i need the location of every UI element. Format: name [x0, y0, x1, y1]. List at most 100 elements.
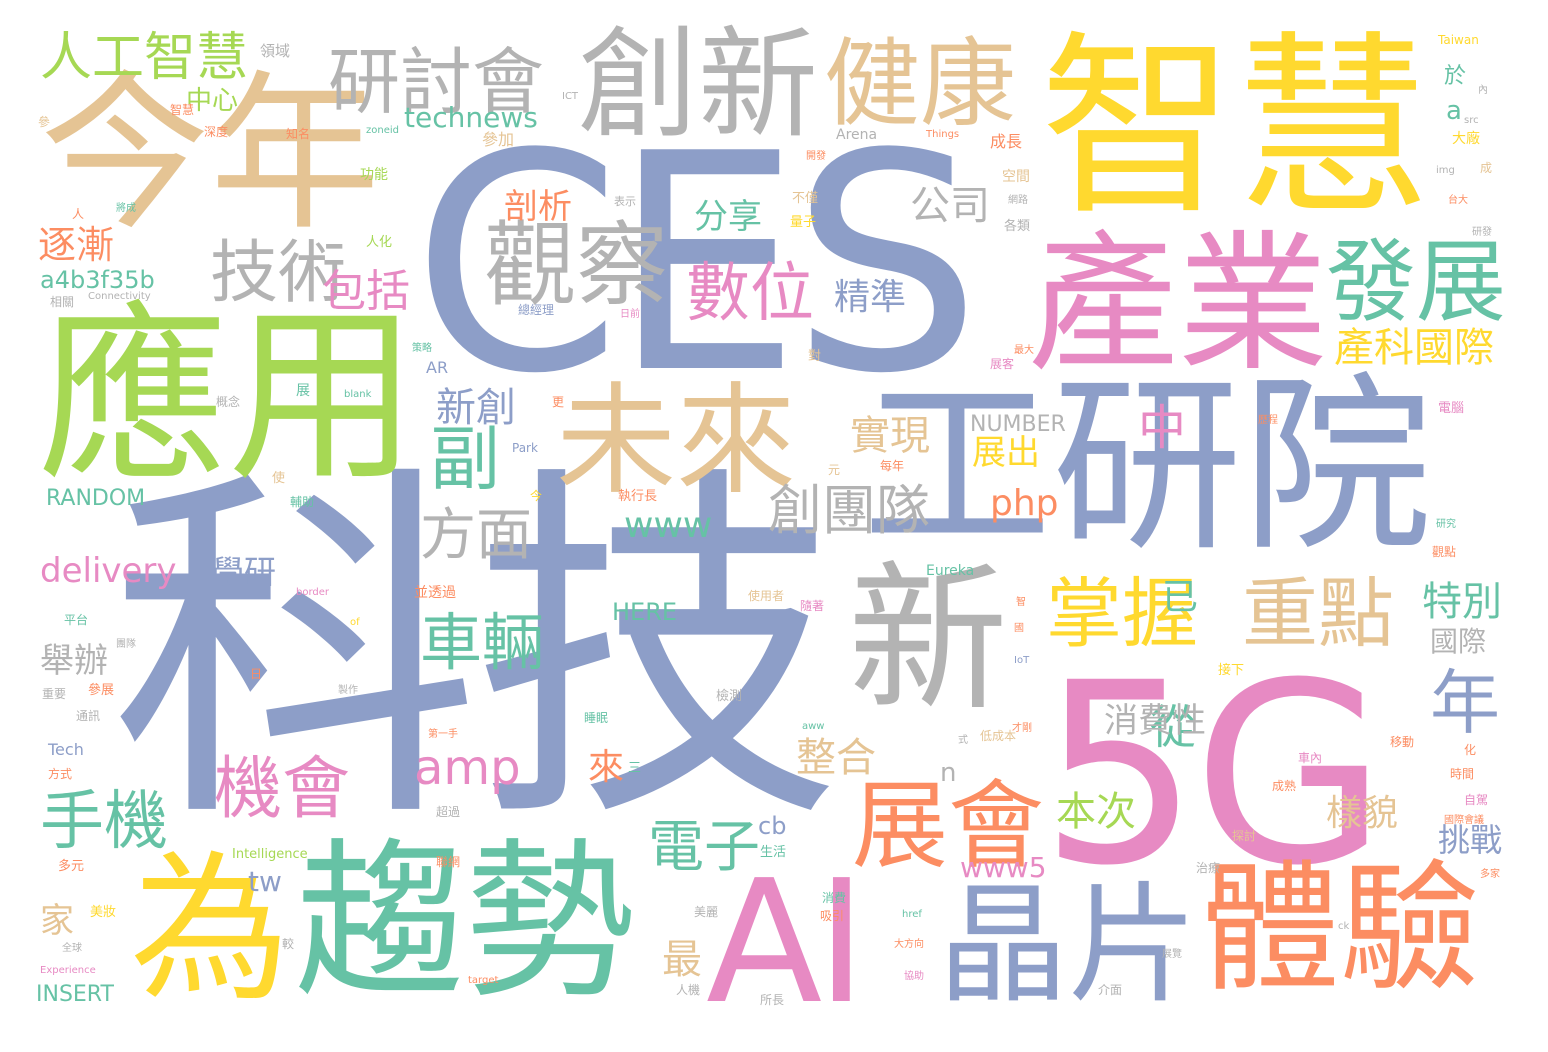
word-zuida: 最大 [1014, 345, 1034, 356]
word-jiangcheng: 將成 [116, 203, 136, 214]
word-wei: 為 [130, 836, 291, 1023]
word-guoji: 國際 [1430, 625, 1487, 658]
word-shenghuo: 生活 [760, 845, 787, 860]
word-chankeguoji: 產科國際 [1334, 325, 1494, 371]
word-benci: 本次 [1056, 789, 1136, 835]
word-cb: cb [758, 812, 787, 840]
word-zijia: 自駕 [1464, 793, 1489, 807]
word-taiwan: Taiwan [1438, 33, 1479, 47]
word-zhihui-small: 智慧 [170, 103, 195, 117]
word-zhanlan: 展覽 [1162, 949, 1182, 960]
word-yi: 已 [1162, 577, 1199, 618]
word-chuangxin: 創新 [578, 16, 818, 155]
word-zhanhui: 展會 [852, 770, 1044, 882]
word-licheng: 歷程 [1258, 415, 1278, 426]
word-biaoshi: 表示 [614, 195, 636, 208]
word-5g: 5G [1040, 629, 1387, 920]
word-zhenghe: 整合 [796, 735, 876, 781]
word-a: a [1446, 96, 1462, 126]
word-jin: 今 [530, 489, 543, 503]
word-zhanchu: 展出 [972, 433, 1040, 473]
word-yingyong: 應用 [38, 286, 419, 507]
word-nian: 年 [1430, 662, 1500, 744]
word-taida: 台大 [1448, 195, 1468, 206]
word-guojihuiyi: 國際會議 [1444, 815, 1484, 826]
word-yangmao: 樣貌 [1326, 793, 1399, 834]
word-dichengben: 低成本 [980, 729, 1017, 743]
word-fangshi: 方式 [48, 767, 73, 781]
word-zhongdian: 重點 [1242, 569, 1394, 658]
word-jiemian: 介面 [1098, 983, 1123, 997]
word-tantao: 探討 [1232, 829, 1257, 843]
word-shixian: 實現 [850, 413, 930, 459]
word-lai: 來 [588, 747, 625, 788]
word-cheng: 成 [1480, 161, 1493, 175]
word-n: n [940, 758, 957, 788]
word-zhangwo: 掌握 [1046, 569, 1198, 658]
word-keji: 科技 [110, 438, 842, 868]
word-zhixingzhang: 執行長 [618, 489, 658, 504]
word-delivery: delivery [40, 551, 177, 591]
word-nei: 內 [1478, 85, 1488, 96]
word-riqian: 日前 [620, 309, 640, 320]
word-liangzi: 量子 [790, 215, 817, 230]
word-celue: 策略 [412, 343, 432, 354]
word-yidong: 移動 [1390, 735, 1415, 749]
word-jiance: 檢測 [716, 689, 743, 704]
word-zhizuo: 製作 [338, 685, 358, 696]
word-wanglu: 網路 [1008, 195, 1028, 206]
word-bingtouguo: 並透過 [414, 585, 456, 601]
word-fuzhu: 輔助 [290, 495, 315, 509]
word-quanqiu: 全球 [62, 943, 82, 954]
word-tw: tw [248, 865, 282, 898]
word-img: img [1436, 165, 1455, 176]
word-renhua: 人化 [366, 235, 393, 250]
word-pouxi: 剖析 [504, 187, 572, 227]
word-zhihui: 智慧 [1040, 14, 1430, 241]
word-ar: AR [426, 358, 449, 377]
word-gongneng: 功能 [360, 167, 388, 183]
word-insert: INSERT [36, 982, 114, 1007]
word-zhiliao: 治療 [1196, 861, 1221, 875]
word-dachang: 大廠 [1452, 131, 1480, 147]
word-duojia: 多家 [1480, 869, 1500, 880]
word-ces: CES [412, 90, 981, 439]
word-php: php [990, 483, 1059, 524]
word-chuangtuandui: 創團隊 [768, 479, 930, 542]
word-xueyan: 學研 [212, 553, 277, 591]
word-yu: 於 [1444, 64, 1467, 89]
word-shouji: 手機 [40, 785, 168, 859]
word-number: NUMBER [970, 412, 1066, 437]
word-zui: 最 [662, 937, 702, 983]
word-eureka: Eureka [926, 563, 975, 579]
word-src: src [1464, 115, 1479, 126]
word-jihui: 機會 [214, 750, 351, 829]
word-meili: 美麗 [694, 905, 719, 919]
word-tuandui: 團隊 [116, 639, 136, 650]
word-bujin: 不僅 [792, 191, 819, 206]
word-gongsi: 公司 [910, 183, 990, 229]
word-tongxun: 通訊 [76, 709, 101, 723]
word-shiyongzhe: 使用者 [748, 589, 785, 603]
word-aww: aww [802, 721, 825, 732]
word-guo: 國 [1014, 623, 1024, 634]
word-suozhang: 所長 [760, 993, 785, 1007]
word-tebie: 特別 [1422, 579, 1502, 625]
word-here: HERE [612, 598, 678, 626]
word-san: 三 [628, 761, 642, 776]
word-yuan: 元 [828, 463, 841, 477]
word-meinian: 每年 [880, 459, 905, 473]
word-ren: 人 [72, 207, 85, 221]
word-weilai: 未來 [556, 372, 796, 511]
word-www: www [624, 505, 713, 546]
word-pingtai: 平台 [64, 613, 89, 627]
word-fazhan: 發展 [1326, 230, 1506, 335]
word-guancha: 觀察 [484, 212, 669, 319]
word-dui: 對 [808, 349, 822, 364]
word-renji: 人機 [676, 983, 701, 997]
word-tech: Tech [48, 740, 84, 759]
word-gainian: 概念 [216, 395, 241, 409]
word-www5: www5 [960, 851, 1047, 884]
word-meizhuang: 美妝 [90, 905, 117, 920]
word-zhujian: 逐漸 [38, 223, 115, 267]
